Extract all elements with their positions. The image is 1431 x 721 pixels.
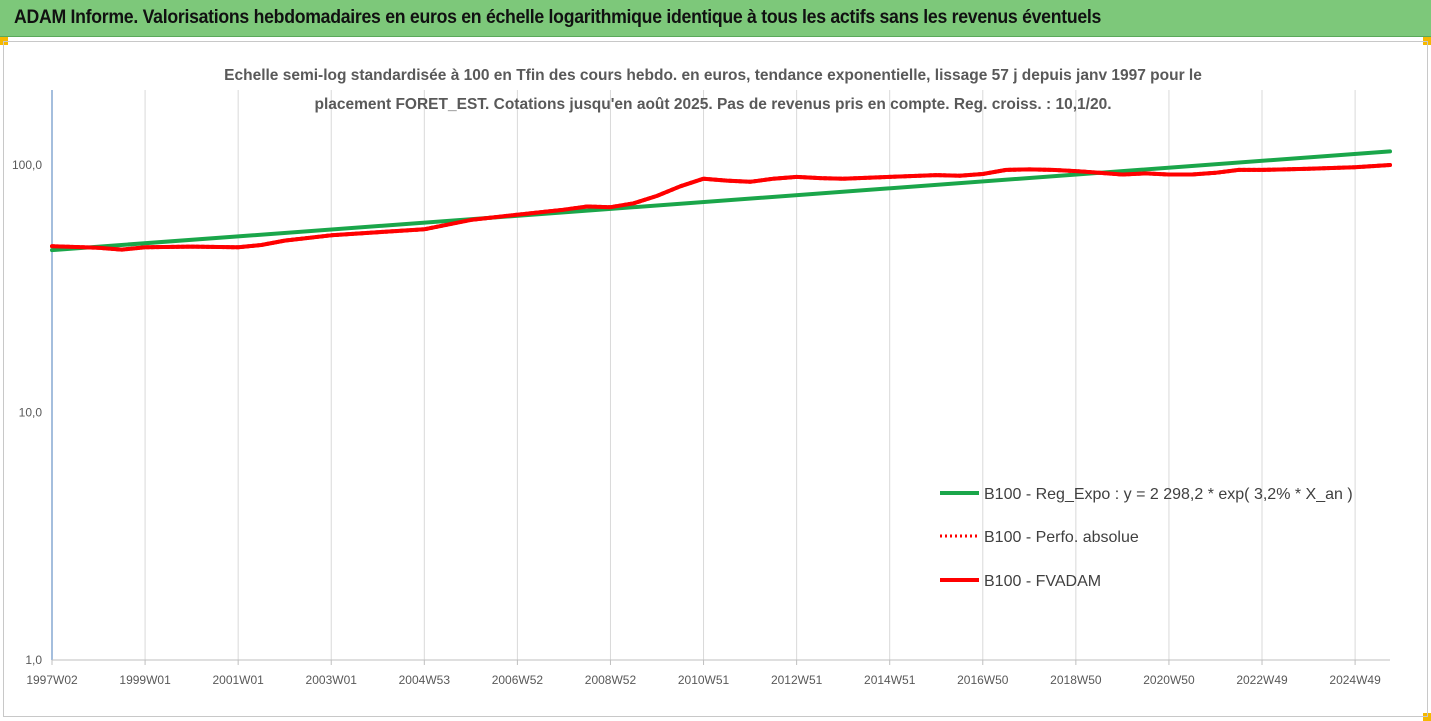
x-tick-label: 2006W52 (492, 673, 544, 687)
series-layer (50, 149, 1392, 253)
axis-layer: 1997W02 1999W01 2001W01 2003W01 2004W53 2006W… (12, 90, 1390, 687)
x-tick-label: 2008W52 (585, 673, 637, 687)
y-tick-label: 1,0 (25, 653, 42, 667)
x-tick-label: 2024W49 (1329, 673, 1381, 687)
legend-label-1: B100 - Reg_Expo : y = 2 298,2 * exp( 3,2… (984, 486, 1353, 503)
x-tick-label: 2022W49 (1236, 673, 1288, 687)
legend-label-2: B100 - Perfo. absolue (984, 529, 1139, 546)
corner-marker-bottom-right (1423, 713, 1431, 721)
y-tick-label: 100,0 (12, 158, 42, 172)
x-tick-label: 2010W51 (678, 673, 730, 687)
series-line-1 (50, 149, 1392, 253)
series-line-3 (50, 163, 1392, 252)
grid-layer (51, 90, 1356, 660)
title-bar: ADAM Informe. Valorisations hebdomadaire… (0, 0, 1431, 37)
x-tick-label: 1997W02 (26, 673, 78, 687)
x-tick-label: 2014W51 (864, 673, 916, 687)
x-tick-label: 2001W01 (212, 673, 264, 687)
page-title: ADAM Informe. Valorisations hebdomadaire… (14, 7, 1102, 28)
legend-label-3: B100 - FVADAM (984, 573, 1101, 590)
x-tick-label: 2016W50 (957, 673, 1009, 687)
x-tick-label: 2020W50 (1143, 673, 1195, 687)
x-tick-label: 2012W51 (771, 673, 823, 687)
x-tick-label: 2003W01 (306, 673, 358, 687)
x-tick-label: 1999W01 (119, 673, 171, 687)
chart-frame (3, 41, 1428, 717)
y-tick-label: 10,0 (19, 406, 43, 420)
chart-subtitle-line-2: placement FORET_EST. Cotations jusqu'en … (314, 96, 1111, 113)
chart-subtitle-line-1: Echelle semi-log standardisée à 100 en T… (224, 67, 1202, 84)
x-tick-label: 2004W53 (399, 673, 451, 687)
legend: B100 - Reg_Expo : y = 2 298,2 * exp( 3,2… (940, 486, 1353, 590)
x-tick-label: 2018W50 (1050, 673, 1102, 687)
